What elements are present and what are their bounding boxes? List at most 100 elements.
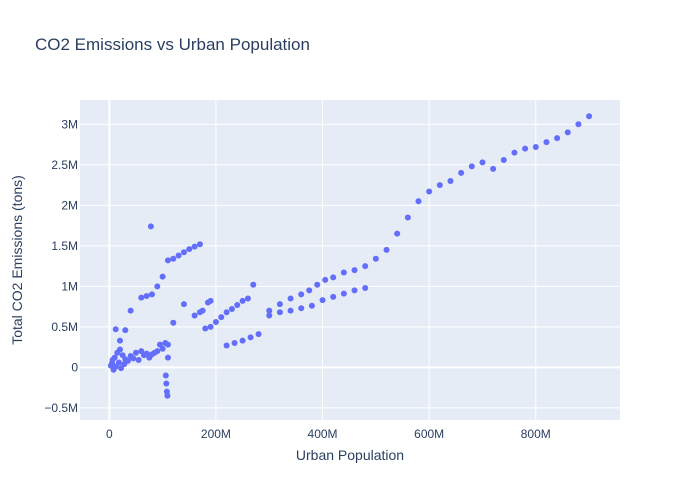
scatter-point [115,359,122,366]
y-tick-label: 2.5M [51,158,78,172]
y-tick-label: 1.5M [51,239,78,253]
tick-labels: 0 200M 400M 600M 800M −0.5M 0 0.5M 1M 1.5M 2M 2.5M 3… [44,117,550,441]
scatter-point [340,290,347,297]
scatter-point [554,135,561,142]
x-tick-label: 200M [201,427,231,441]
scatter-point [154,283,161,290]
scatter-point [308,302,315,309]
scatter-point [330,274,337,281]
y-tick-label: 2M [61,198,78,212]
scatter-point [436,182,443,189]
scatter-point [372,255,379,262]
scatter-point [511,149,518,156]
scatter-point [122,327,129,334]
scatter-point [330,293,337,300]
scatter-point [314,281,321,288]
scatter-point [287,295,294,302]
scatter-point [415,198,422,205]
scatter-point [148,291,155,298]
scatter-point [107,362,114,369]
scatter-point [162,372,169,379]
scatter-point [175,252,182,259]
scatter-point [164,354,171,361]
scatter-point [234,301,241,308]
scatter-point [404,214,411,221]
scatter-point [207,297,214,304]
scatter-point [109,357,116,364]
scatter-point [143,293,150,300]
scatter-point [247,334,254,341]
scatter-point [228,306,235,313]
scatter-point [180,249,187,256]
grid-lines [80,100,620,420]
y-tick-label: −0.5M [44,401,78,415]
scatter-point [522,145,529,152]
scatter-point [255,331,262,338]
scatter-point [116,337,123,344]
scatter-point [186,246,193,253]
scatter-point [500,156,507,163]
scatter-point [362,263,369,270]
scatter-point [250,281,257,288]
scatter-point [116,346,123,353]
scatter-point [146,354,153,361]
scatter-point [162,340,169,347]
scatter-point [351,287,358,294]
scatter-point [199,307,206,314]
scatter-point [394,230,401,237]
scatter-point [239,297,246,304]
scatter-point [164,392,171,399]
scatter-point [287,307,294,314]
scatter-point [340,269,347,276]
scatter-point [564,129,571,136]
scatter-point [163,380,170,387]
chart-title: CO2 Emissions vs Urban Population [35,35,310,54]
scatter-point [170,319,177,326]
y-tick-label: 0.5M [51,320,78,334]
scatter-point [130,355,137,362]
y-axis-title: Total CO2 Emissions (tons) [9,175,25,345]
scatter-point [479,159,486,166]
scatter-point [383,246,390,253]
scatter-point [586,113,593,120]
scatter-point [532,143,539,150]
plot-area [80,100,620,420]
scatter-point [218,314,225,321]
scatter-point [276,309,283,316]
scatter-point [140,352,147,359]
scatter-point [458,169,465,176]
scatter-point [362,284,369,291]
scatter-point [124,357,131,364]
data-points [107,113,593,399]
scatter-point [266,307,273,314]
y-tick-label: 0 [71,360,78,374]
scatter-point [244,295,251,302]
y-tick-label: 3M [61,117,78,131]
scatter-point [202,325,209,332]
scatter-point [191,243,198,250]
scatter-point [239,337,246,344]
scatter-point [298,291,305,298]
scatter-point [468,163,475,170]
y-tick-label: 1M [61,279,78,293]
x-axis-title: Urban Population [296,447,404,463]
scatter-point [207,323,214,330]
scatter-point [426,188,433,195]
scatter-point [223,309,230,316]
x-tick-label: 800M [521,427,551,441]
scatter-point [147,223,154,230]
scatter-point [159,273,166,280]
scatter-point [298,305,305,312]
scatter-point [156,341,163,348]
scatter-point [151,349,158,356]
scatter-point [223,342,230,349]
scatter-point [196,241,203,248]
scatter-point [170,255,177,262]
scatter-point [276,301,283,308]
x-tick-label: 400M [308,427,338,441]
scatter-point [127,307,134,314]
scatter-point [112,363,119,370]
scatter-point [490,165,497,172]
